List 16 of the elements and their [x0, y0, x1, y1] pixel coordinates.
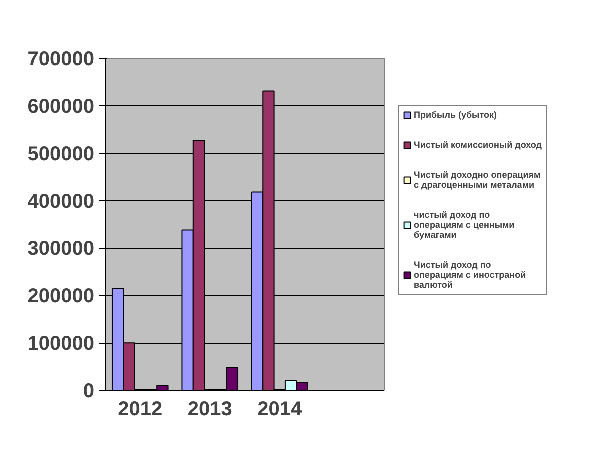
y-tick-label: 0	[83, 380, 94, 402]
y-tick-label: 600000	[28, 96, 95, 118]
legend-label: Чистый комиссионый доход	[414, 140, 542, 150]
y-tick-label: 700000	[28, 48, 95, 70]
x-tick-label: 2012	[118, 398, 163, 420]
y-tick-label: 200000	[28, 286, 95, 308]
y-tick-label: 100000	[28, 333, 95, 356]
legend-label: Чистый доход по операциям с иностраной валютой	[414, 260, 526, 290]
x-tick-label: 2014	[258, 398, 303, 420]
y-tick-label: 400000	[28, 190, 95, 213]
x-tick-label: 2013	[188, 398, 232, 420]
y-tick-label: 500000	[28, 143, 95, 166]
y-tick-label: 300000	[28, 238, 95, 260]
legend-label: Чистый доходно операциям с драгоценными металами	[414, 170, 541, 190]
legend-label: чистый доход по операциям с ценными бумагами	[414, 210, 515, 240]
legend-label: Прибыль (убыток)	[414, 110, 498, 120]
